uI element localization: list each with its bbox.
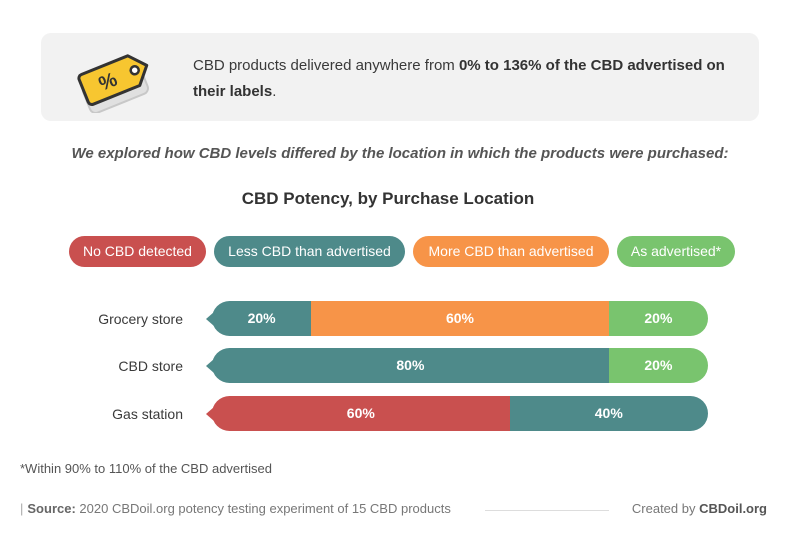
bar-segment-cbd-store-less: 80% xyxy=(212,348,609,383)
price-tag-percent-icon: % xyxy=(77,54,149,113)
legend-item-more-cbd: More CBD than advertised xyxy=(413,236,609,267)
bar-grocery-store: 20% 60% 20% xyxy=(212,301,708,336)
bar-segment-cbd-store-as: 20% xyxy=(608,348,708,383)
row-label-cbd-store: CBD store xyxy=(118,358,183,374)
bar-pointer-cbd-store xyxy=(206,358,214,373)
chart-title: CBD Potency, by Purchase Location xyxy=(241,189,535,208)
bar-segment-grocery-store-less: 20% xyxy=(212,301,312,336)
credit-brand: CBDoil.org xyxy=(699,501,767,516)
chart-legend: No CBD detected Less CBD than advertised… xyxy=(0,236,800,268)
footer-divider xyxy=(485,510,609,511)
legend-item-as-advertised: As advertised* xyxy=(617,236,735,267)
callout-text: CBD products delivered anywhere from 0% … xyxy=(193,57,725,100)
source-text: 2020 CBDoil.org potency testing experime… xyxy=(79,501,451,516)
row-label-gas-station: Gas station xyxy=(112,406,183,422)
legend-item-less-cbd: Less CBD than advertised xyxy=(214,236,405,267)
bar-segment-grocery-store-more: 60% xyxy=(311,301,609,336)
bar-gas-station: 60% 40% xyxy=(212,396,708,431)
bar-segment-gas-station-none: 60% xyxy=(212,396,510,431)
bar-pointer-grocery-store xyxy=(206,311,214,326)
credit: Created by CBDoil.org xyxy=(631,501,767,516)
source-label: Source: xyxy=(27,501,76,516)
row-label-grocery-store: Grocery store xyxy=(98,311,183,327)
source-note: | Source: 2020 CBDoil.org potency testing… xyxy=(20,501,451,516)
legend-item-no-cbd: No CBD detected xyxy=(69,236,206,267)
bar-segment-gas-station-less: 40% xyxy=(509,396,708,431)
bar-cbd-store: 80% 20% xyxy=(212,348,708,383)
bar-pointer-gas-station xyxy=(206,406,214,421)
key-finding-callout: % CBD products delivered anywhere from 0… xyxy=(41,33,759,121)
footnote: *Within 90% to 110% of the CBD advertise… xyxy=(20,461,272,476)
intro-text: We explored how CBD levels differed by t… xyxy=(71,145,729,162)
bar-segment-grocery-store-as: 20% xyxy=(608,301,708,336)
